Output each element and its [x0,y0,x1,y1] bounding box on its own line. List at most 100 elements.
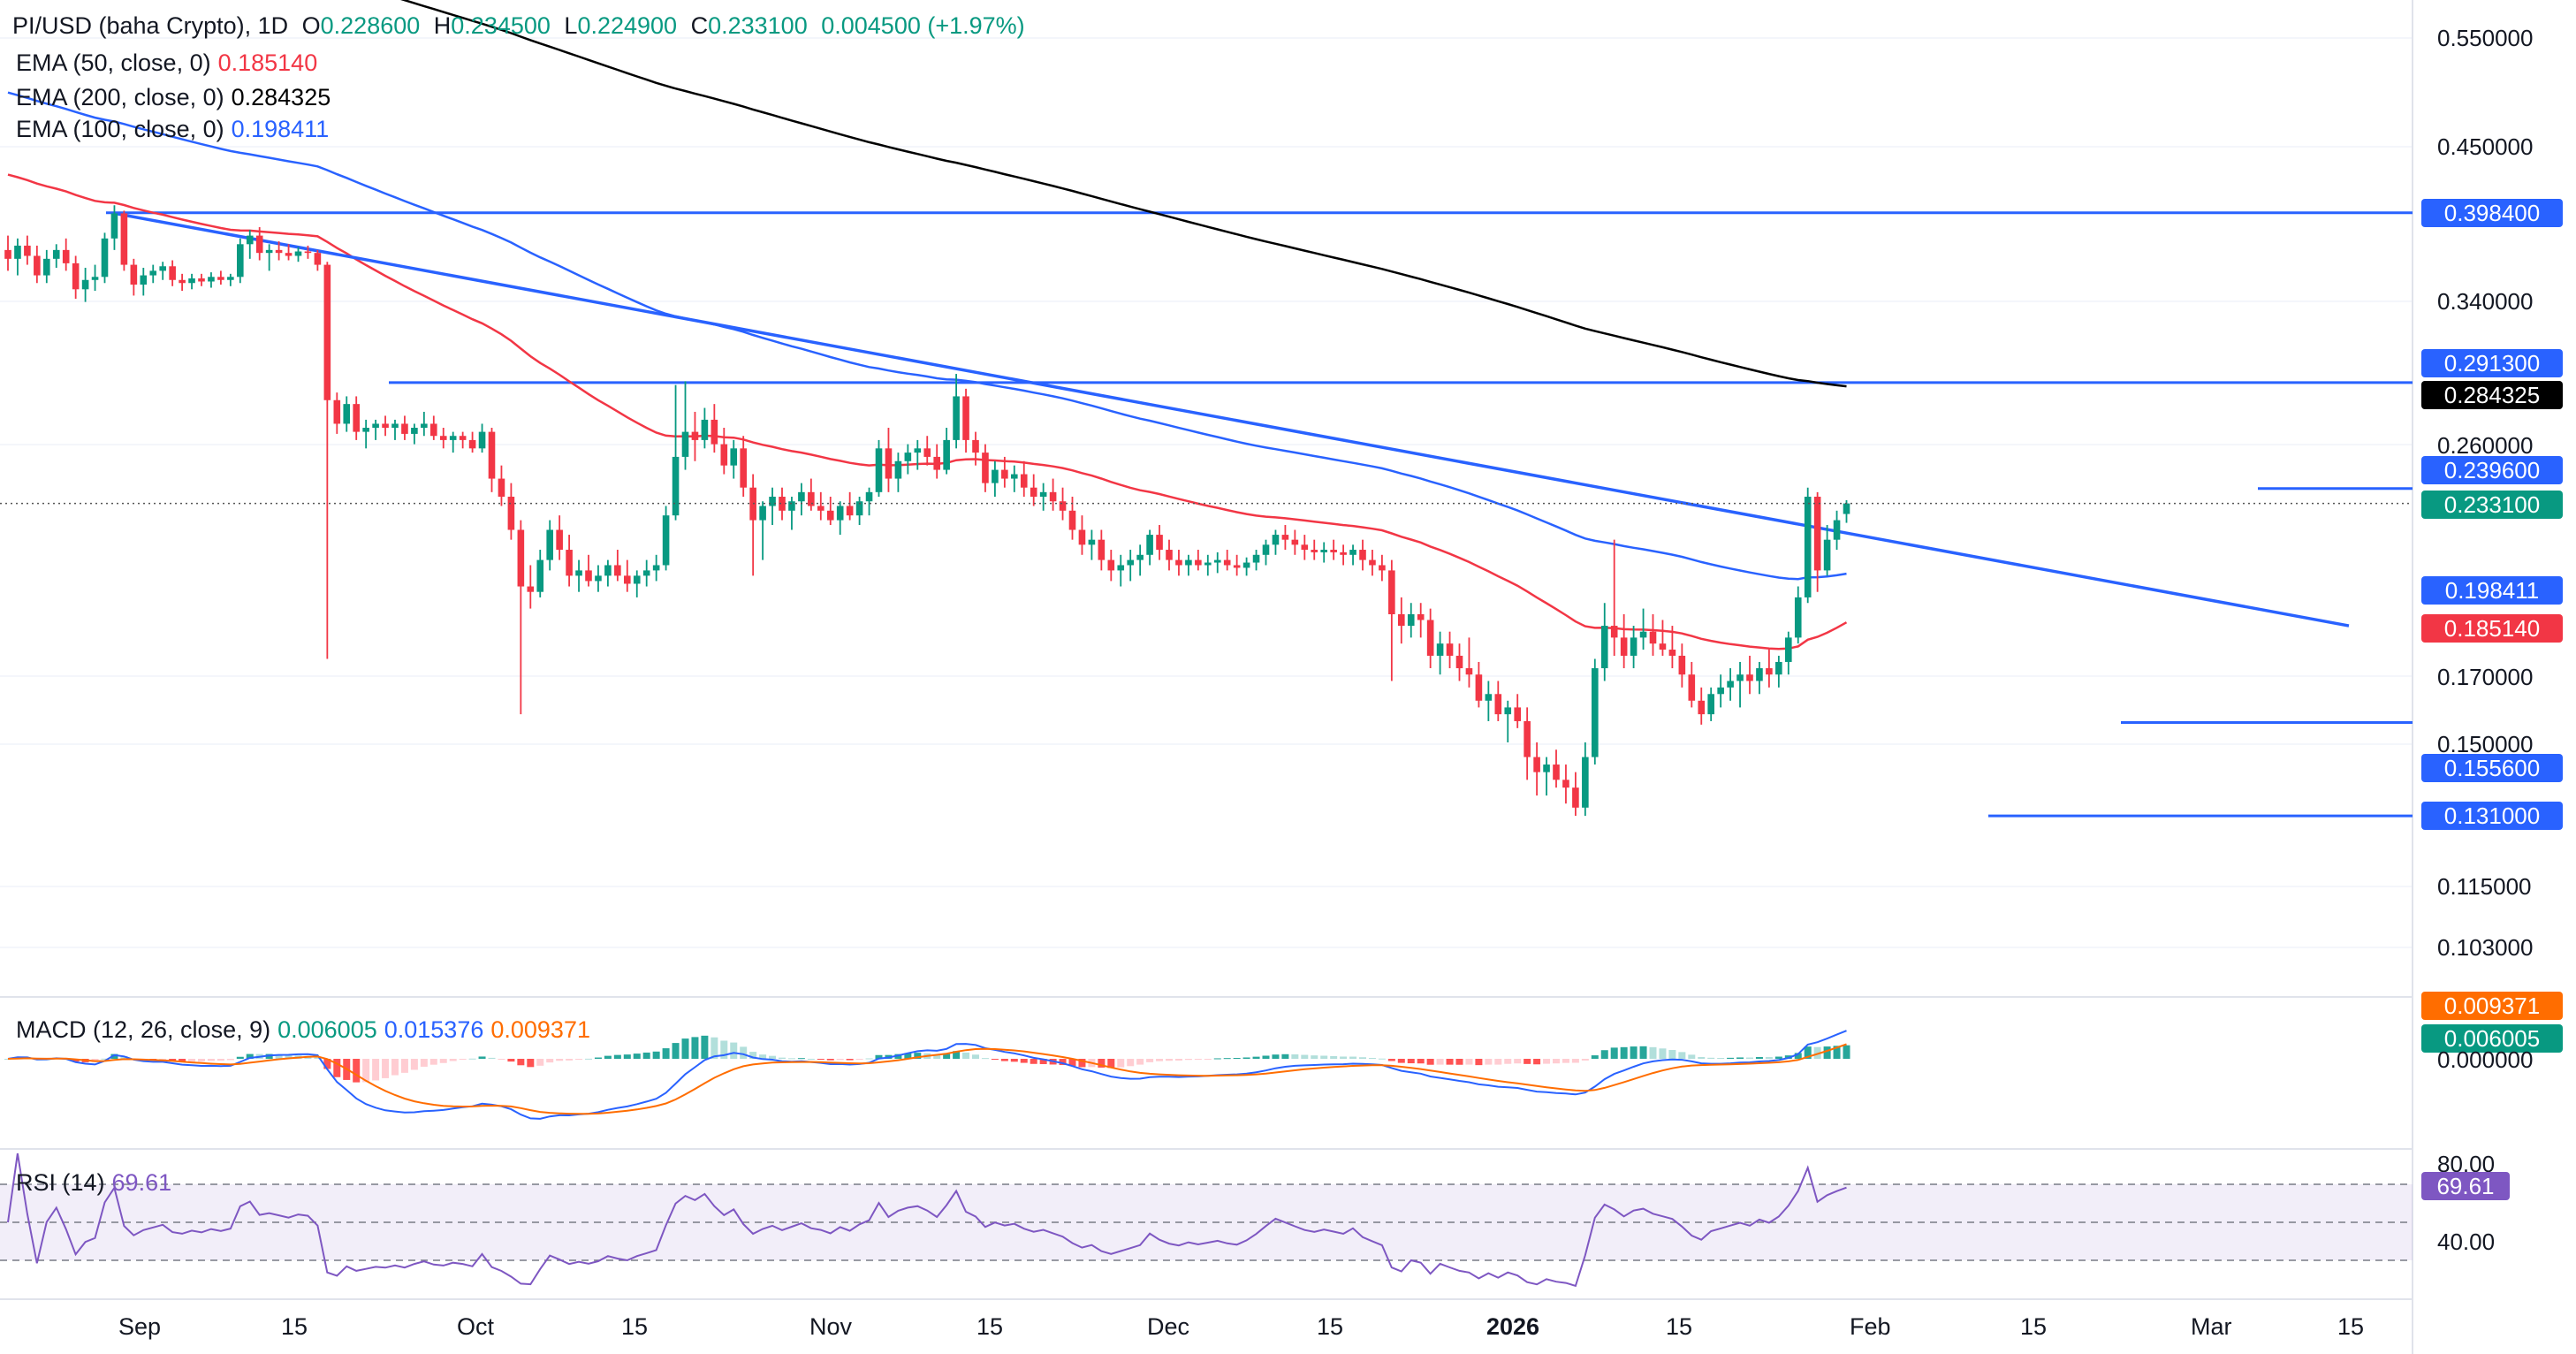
candle-body [237,244,244,278]
ema200-value: 0.284325 [231,84,331,110]
symbol-title: PI/USD (baha Crypto), 1D [12,12,289,39]
candle-body [982,453,989,483]
candle-body [740,448,747,488]
candle-body [1436,643,1444,656]
macd-histogram-bar [459,1059,467,1060]
candle-body [1156,535,1163,551]
candle-body [1494,694,1502,715]
level-tag-r1[interactable]: 0.398400 [2421,199,2563,227]
candle-body [1233,565,1241,568]
candle-body [527,586,535,592]
candle-body [788,501,795,511]
trendline[interactable] [114,211,2350,628]
macd-histogram-bar [1736,1057,1744,1059]
ema100-tag: 0.198411 [2421,576,2563,605]
ema200-legend[interactable]: EMA (200, close, 0) 0.284325 [16,84,338,111]
time-axis-label: 15 [2020,1313,2048,1340]
macd-histogram-bar [642,1052,650,1059]
candle-body [353,404,360,432]
candle-body [1485,694,1493,701]
candle-body [149,270,157,276]
macd-histogram-bar [914,1053,922,1059]
macd-histogram-bar [1010,1059,1018,1062]
ema50-legend[interactable]: EMA (50, close, 0) 0.185140 [16,49,324,77]
macd-histogram-bar [362,1059,370,1083]
candle-body [1252,554,1260,563]
level-tag-s1[interactable]: 0.155600 [2421,754,2563,782]
candle-body [140,275,148,285]
macd-histogram-bar [333,1059,341,1077]
level-tag-r3[interactable]: 0.239600 [2421,456,2563,484]
rsi-tag: 69.61 [2421,1172,2510,1200]
macd-value: 0.015376 [384,1016,484,1043]
macd-histogram-bar [1533,1059,1541,1065]
candle-body [595,575,602,582]
candle-body [556,529,563,551]
candle-body [362,428,369,432]
candle-body [421,423,428,429]
candle-body [1639,631,1647,638]
candle-body [1668,650,1676,656]
macd-histogram-bar [120,1055,128,1059]
time-axis-label: 15 [976,1313,1004,1340]
macd-histogram-bar [846,1059,854,1061]
candle-body [1195,559,1202,566]
candle-body [1127,559,1134,566]
time-axis-label: Mar [2191,1313,2232,1340]
macd-histogram-bar [275,1054,283,1059]
macd-histogram-bar [1727,1057,1735,1059]
candle-body [1785,637,1792,662]
macd-histogram-bar [1581,1059,1589,1061]
macd-histogram-bar [943,1054,951,1059]
candle-body [43,258,50,276]
candle-body [798,491,805,502]
candle-body [1707,694,1714,715]
time-axis-label: Nov [809,1313,853,1340]
change-value: 0.004500 (+1.97%) [821,12,1025,39]
candle-body [72,262,80,290]
candle-body [343,404,351,424]
macd-histogram-bar [556,1059,564,1061]
candle-body [662,515,670,566]
high-value: 0.234500 [451,12,551,39]
macd-histogram-bar [1562,1059,1569,1063]
candle-body [701,419,709,440]
last-price-tag: 0.233100 [2421,491,2563,519]
candle-body [923,448,931,457]
level-tag-s2[interactable]: 0.131000 [2421,802,2563,830]
macd-histogram-bar [1107,1059,1115,1069]
macd-histogram-bar [1668,1049,1676,1059]
macd-histogram-bar [217,1059,224,1061]
candle-body [933,456,940,470]
candle-body [304,251,312,254]
macd-histogram-bar [566,1059,574,1061]
candle-body [1727,681,1734,688]
macd-histogram-bar [323,1059,331,1069]
candle-body [1794,597,1802,638]
macd-histogram-bar [594,1057,602,1059]
horizontal-levels[interactable] [106,211,2413,818]
macd-histogram-bar [4,1059,11,1060]
candle-body [208,277,215,282]
candle-body [1630,637,1638,656]
candle-body [1592,668,1599,757]
macd-legend[interactable]: MACD (12, 26, close, 9) 0.006005 0.015376 0… [16,1016,597,1044]
macd-histogram-bar [468,1058,476,1060]
candle-body [691,431,699,440]
candle-body [1465,668,1473,675]
rsi-legend[interactable]: RSI (14) 69.61 [16,1169,179,1197]
macd-histogram-bar [101,1058,109,1060]
candle-body [1446,643,1454,656]
candle-body [1524,720,1531,757]
macd-histogram-bar [400,1059,408,1073]
ema100-legend[interactable]: EMA (100, close, 0) 0.198411 [16,116,336,143]
candle-body [769,497,776,506]
candle-body [294,251,302,256]
candle-body [1426,620,1434,656]
candle-body [1698,700,1706,715]
macd-histogram-bar [1272,1054,1280,1059]
level-tag-r2[interactable]: 0.291300 [2421,349,2563,377]
time-axis-label: Dec [1147,1313,1190,1340]
macd-histogram-bar [633,1054,641,1059]
